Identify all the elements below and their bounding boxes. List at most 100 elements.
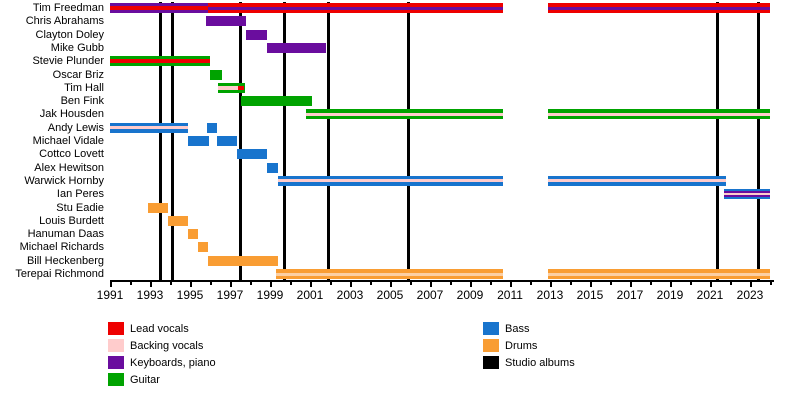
axis-tick-label: 1991: [96, 288, 124, 302]
axis-major-tick: [470, 282, 472, 287]
legend-label: Drums: [505, 340, 538, 352]
axis-minor-tick: [570, 282, 572, 285]
legend-label: Guitar: [130, 374, 160, 386]
axis-tick-label: 1995: [176, 288, 204, 302]
backing-vocals-swatch: [108, 339, 124, 352]
timeline-bar: [241, 96, 312, 107]
member-label: Stevie Plunder: [32, 55, 104, 68]
axis-minor-tick: [450, 282, 452, 285]
axis-minor-tick: [370, 282, 372, 285]
legend-label: Backing vocals: [130, 340, 204, 352]
member-label: Chris Abrahams: [25, 15, 104, 28]
drums-swatch: [483, 339, 499, 352]
axis-major-tick: [190, 282, 192, 287]
guitar-swatch: [108, 373, 124, 386]
axis-major-tick: [110, 282, 112, 287]
role-stripe: [110, 126, 188, 130]
role-stripe: [218, 86, 238, 90]
timeline-bar: [168, 215, 188, 226]
legend-label: Studio albums: [505, 357, 575, 369]
role-stripe: [548, 6, 770, 10]
axis-tick-label: 1999: [256, 288, 284, 302]
role-stripe: [110, 6, 208, 10]
album-line: [170, 2, 174, 280]
timeline-bar: [110, 56, 210, 67]
axis-minor-tick: [210, 282, 212, 285]
album-line: [406, 2, 410, 280]
studio-albums-swatch: [483, 356, 499, 369]
timeline-bar: [548, 109, 770, 120]
role-stripe: [306, 112, 503, 116]
role-stripe: [238, 86, 244, 90]
axis-minor-tick: [410, 282, 412, 285]
member-label: Hanuman Daas: [27, 228, 104, 241]
axis-minor-tick: [250, 282, 252, 285]
album-line: [282, 2, 286, 280]
axis-major-tick: [670, 282, 672, 287]
axis-tick-label: 2023: [736, 288, 764, 302]
axis-tick-label: 2003: [336, 288, 364, 302]
keyboards-swatch: [108, 356, 124, 369]
member-label: Terepai Richmond: [15, 268, 104, 280]
timeline-bar: [724, 189, 770, 200]
member-label: Cottco Lovett: [39, 148, 104, 161]
axis-tick-label: 1993: [136, 288, 164, 302]
timeline-bar: [210, 69, 222, 80]
timeline-bar: [548, 3, 770, 13]
timeline-bar: [188, 229, 198, 240]
timeline-bar: [207, 122, 217, 133]
member-label: Jak Housden: [39, 108, 104, 121]
role-stripe: [724, 192, 770, 196]
axis-major-tick: [230, 282, 232, 287]
timeline-bar: [110, 3, 208, 13]
axis-tick-label: 2005: [376, 288, 404, 302]
role-stripe: [548, 179, 726, 183]
axis-major-tick: [270, 282, 272, 287]
timeline-bar: [198, 242, 208, 253]
timeline-bar: [278, 175, 503, 186]
axis-tick-label: 2001: [296, 288, 324, 302]
timeline-bar: [237, 149, 267, 160]
album-line: [715, 2, 719, 280]
role-stripe: [278, 179, 503, 183]
member-label: Clayton Doley: [35, 28, 104, 41]
axis-minor-tick: [730, 282, 732, 285]
axis-minor-tick: [490, 282, 492, 285]
timeline-bar: [208, 255, 278, 266]
axis-minor-tick: [130, 282, 132, 285]
member-label: Ben Fink: [60, 95, 104, 108]
axis-major-tick: [310, 282, 312, 287]
axis-tick-label: 2015: [576, 288, 604, 302]
member-label: Michael Vidale: [32, 135, 104, 147]
member-label: Tim Freedman: [32, 2, 104, 14]
role-stripe: [110, 59, 210, 63]
timeline-bar: [548, 269, 770, 279]
member-label: Andy Lewis: [47, 121, 104, 134]
legend-label: Keyboards, piano: [130, 357, 216, 369]
timeline-bar: [548, 175, 726, 186]
axis-major-tick: [390, 282, 392, 287]
axis-major-tick: [510, 282, 512, 287]
axis-minor-tick: [610, 282, 612, 285]
role-stripe: [548, 112, 770, 116]
timeline-bar: [208, 3, 503, 13]
axis-major-tick: [710, 282, 712, 287]
legend-label: Lead vocals: [130, 323, 189, 335]
axis-major-tick: [430, 282, 432, 287]
legend-label: Bass: [505, 323, 530, 335]
lead-vocals-swatch: [108, 322, 124, 335]
timeline-bar: [206, 16, 246, 27]
role-stripe: [548, 272, 770, 276]
axis-major-tick: [630, 282, 632, 287]
album-line: [756, 2, 760, 280]
axis-minor-tick: [530, 282, 532, 285]
x-axis-line: [110, 280, 774, 282]
member-label: Bill Heckenberg: [26, 254, 104, 267]
member-label: Louis Burdett: [39, 214, 104, 227]
role-stripe: [208, 6, 503, 10]
axis-tick-label: 2019: [656, 288, 684, 302]
timeline-bar: [188, 136, 209, 146]
plot-area: 1991 1993 1995 1997 1999 2001 2003 2005 2007 2009…: [15, 2, 774, 302]
axis-tick-label: 2011: [497, 288, 523, 302]
axis-tick-label: 2017: [616, 288, 644, 302]
